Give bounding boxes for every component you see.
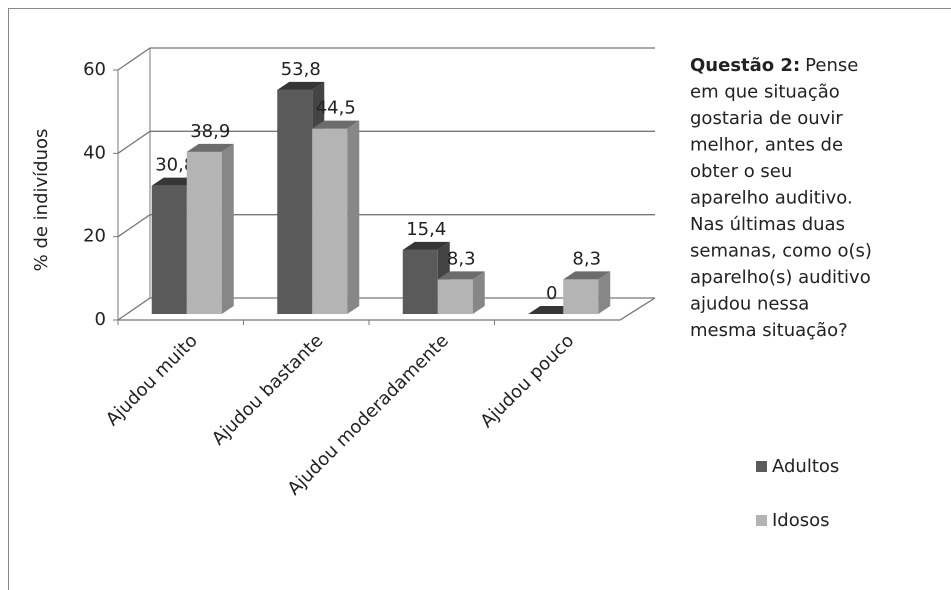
bar-top <box>563 271 611 280</box>
bar-front <box>437 279 473 314</box>
bar <box>563 271 611 314</box>
annotation-text: gostaria de ouvir <box>690 108 843 129</box>
bar-top <box>312 120 360 129</box>
annotation-text: Pense <box>805 55 858 76</box>
annotation-text: semanas, como o(s) <box>690 241 872 262</box>
annotation-text: aparelho(s) auditivo <box>690 267 871 288</box>
bar-front <box>563 279 599 314</box>
legend-swatch <box>756 461 767 472</box>
grid-line <box>117 47 655 71</box>
bar-top <box>186 143 234 152</box>
legend-label: Idosos <box>772 510 830 531</box>
data-label: 8,3 <box>572 248 601 269</box>
bar-front <box>402 249 438 314</box>
data-label: 15,4 <box>406 219 446 240</box>
y-tick-label: 20 <box>83 226 106 247</box>
y-tick-label: 60 <box>83 59 106 80</box>
annotation-line: mesma situação? <box>690 320 848 341</box>
annotation-line: semanas, como o(s) <box>690 241 872 262</box>
annotation-text: melhor, antes de <box>690 135 843 156</box>
bar-front <box>312 128 348 314</box>
y-tick-label: 0 <box>95 309 106 330</box>
back-wall <box>150 48 655 298</box>
bar-front <box>151 185 187 314</box>
data-label: 30,8 <box>155 155 195 176</box>
annotation-line: ajudou nessa <box>690 294 809 315</box>
annotation-text: obter o seu <box>690 161 792 182</box>
annotation-text: ajudou nessa <box>690 294 809 315</box>
y-axis-label: % de indivíduos <box>31 129 52 272</box>
legend-swatch <box>756 515 767 526</box>
bar <box>437 271 485 314</box>
grid-line <box>117 297 655 321</box>
grid-line <box>117 214 655 238</box>
data-label: 38,9 <box>190 121 230 142</box>
annotation-line: Questão 2: Pense <box>690 55 858 76</box>
bar-top <box>277 81 325 90</box>
bar-front <box>277 89 313 314</box>
annotation-line: aparelho auditivo. <box>690 188 853 209</box>
annotation-line: melhor, antes de <box>690 135 843 156</box>
annotation-line: Nas últimas duas <box>690 214 845 235</box>
legend-label: Adultos <box>772 456 839 477</box>
bar-side <box>598 271 611 314</box>
y-tick-label: 40 <box>83 142 106 163</box>
annotation-line: obter o seu <box>690 161 792 182</box>
annotation-line: em que situação <box>690 82 840 103</box>
bar-top <box>437 271 485 280</box>
annotation-text: aparelho auditivo. <box>690 188 853 209</box>
annotation-title: Questão 2: <box>690 55 800 76</box>
bar-side <box>221 143 234 314</box>
bar-side <box>347 120 360 314</box>
floor-edge <box>118 297 656 321</box>
data-label: 0 <box>546 283 557 304</box>
data-label: 44,5 <box>316 98 356 119</box>
bar <box>186 143 234 314</box>
annotation-line: aparelho(s) auditivo <box>690 267 871 288</box>
data-label: 53,8 <box>281 59 321 80</box>
bar-front <box>186 151 222 314</box>
annotation-text: Nas últimas duas <box>690 214 845 235</box>
bar <box>312 120 360 314</box>
grid-line <box>117 130 655 154</box>
annotation-line: gostaria de ouvir <box>690 108 843 129</box>
annotation-text: em que situação <box>690 82 840 103</box>
annotation-text: mesma situação? <box>690 320 848 341</box>
data-label: 8,3 <box>447 248 476 269</box>
bar-side <box>472 271 485 314</box>
bar-top <box>402 241 450 250</box>
